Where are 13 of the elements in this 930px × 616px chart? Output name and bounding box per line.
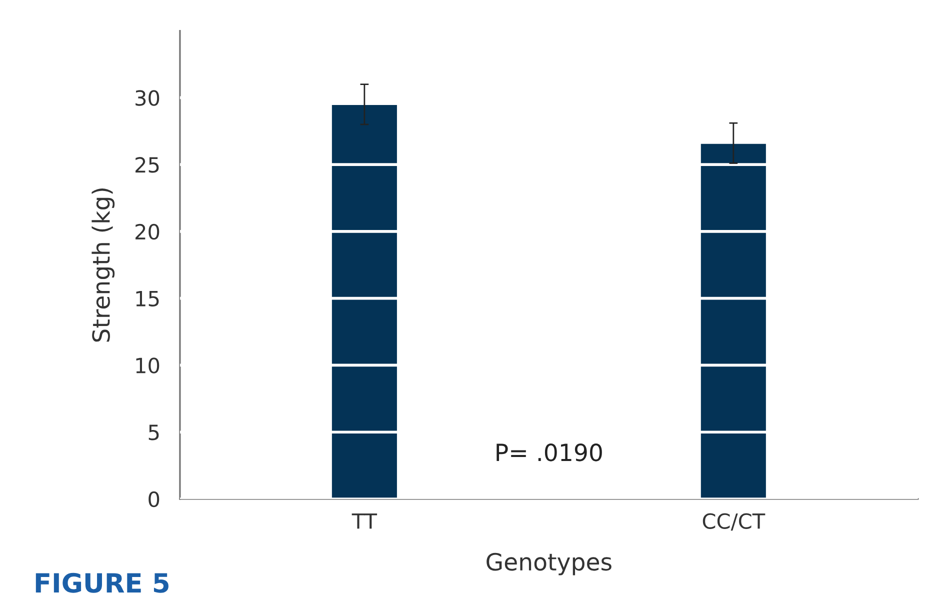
y-tick-label: 20 bbox=[136, 224, 160, 240]
caption: FIGURE 5 bbox=[36, 572, 168, 593]
x-tick-label: CC/CT bbox=[702, 513, 766, 531]
y-tick-label: 30 bbox=[136, 90, 160, 106]
y-tick-label: 0 bbox=[148, 491, 160, 508]
y-tick-label: 5 bbox=[148, 424, 159, 440]
y-axis-title: Strength (kg) bbox=[92, 188, 115, 342]
x-tick-label: TT bbox=[352, 513, 378, 529]
annotation: P= .0190 bbox=[496, 443, 602, 462]
y-tick-label: 25 bbox=[136, 157, 159, 173]
y-tick-label: 10 bbox=[136, 358, 160, 374]
x-axis-title: Genotypes bbox=[486, 552, 612, 576]
y-tick-label: 15 bbox=[136, 291, 159, 307]
